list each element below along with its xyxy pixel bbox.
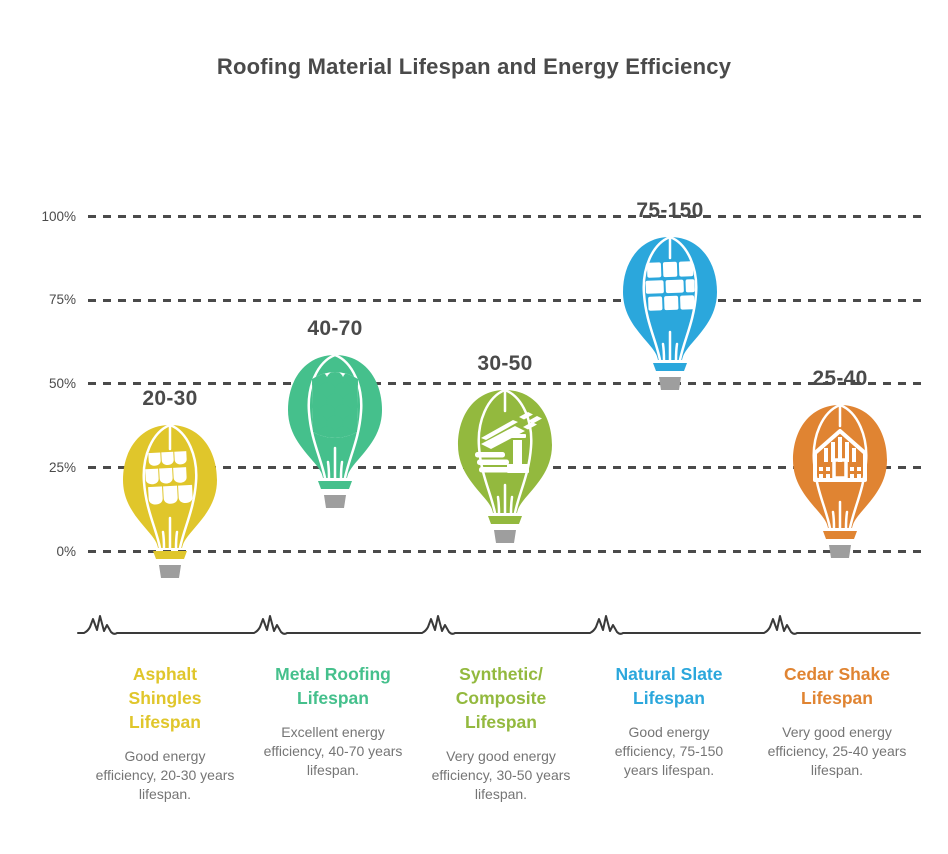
material-name: Asphalt Shingles Lifespan <box>128 664 202 732</box>
y-tick-100: 100% <box>41 209 76 224</box>
composite-sheets-icon <box>475 411 542 473</box>
y-tick-25: 25% <box>48 460 76 475</box>
ground-line <box>77 615 921 635</box>
balloon-basket <box>829 544 851 558</box>
cedar-house-icon <box>813 428 867 482</box>
material-description: Good energy efficiency, 75-150 years lif… <box>614 724 724 778</box>
balloon-cedar-shake: 25-40 <box>785 367 895 560</box>
y-tick-75: 75% <box>48 292 76 307</box>
legend-synthetic-composite: Synthetic/ Composite Lifespan Very good … <box>416 662 586 804</box>
material-description: Very good energy efficiency, 30-50 years… <box>431 748 571 802</box>
gridline-75 <box>88 299 928 302</box>
material-name: Metal Roofing Lifespan <box>275 664 391 708</box>
balloon-skirt <box>823 530 857 539</box>
balloon-basket <box>494 529 516 543</box>
balloon-skirt <box>488 515 522 524</box>
hot-air-balloon-icon <box>793 403 887 558</box>
material-description: Very good energy efficiency, 25-40 years… <box>767 724 907 778</box>
legend-natural-slate: Natural Slate Lifespan Good energy effic… <box>584 662 754 780</box>
balloon-asphalt-shingles: 20-30 <box>115 387 225 580</box>
material-name: Cedar Shake Lifespan <box>783 664 891 708</box>
legend-metal-roofing: Metal Roofing Lifespan Excellent energy … <box>248 662 418 780</box>
balloon-gore-lines <box>307 353 363 480</box>
material-description: Excellent energy efficiency, 40-70 years… <box>263 724 403 778</box>
asphalt-shingles-icon <box>145 451 193 505</box>
balloon-metal-roofing: 40-70 <box>280 317 390 510</box>
gridline-100 <box>88 215 928 218</box>
balloon-skirt <box>318 480 352 489</box>
lifespan-value-label: 75-150 <box>636 198 704 222</box>
y-tick-50: 50% <box>48 376 76 391</box>
hot-air-balloon-icon <box>623 235 717 390</box>
slate-tiles-icon <box>645 261 695 311</box>
balloon-basket <box>324 494 346 508</box>
lifespan-value-label: 20-30 <box>142 387 198 411</box>
chart-title: Roofing Material Lifespan and Energy Eff… <box>216 54 732 79</box>
gridline-0 <box>88 550 928 553</box>
balloon-basket <box>159 565 181 579</box>
balloon-skirt <box>653 362 687 371</box>
material-name: Natural Slate Lifespan <box>615 664 723 708</box>
legend-asphalt-shingles: Asphalt Shingles Lifespan Good energy ef… <box>80 662 250 804</box>
material-name: Synthetic/ Composite Lifespan <box>455 664 547 732</box>
balloon-gore-lines <box>642 235 698 362</box>
balloon-basket <box>659 376 681 390</box>
lifespan-value-label: 30-50 <box>477 351 533 375</box>
balloon-skirt <box>153 551 187 560</box>
lifespan-value-label: 25-40 <box>812 366 868 390</box>
legend-cedar-shake: Cedar Shake Lifespan Very good energy ef… <box>752 662 922 780</box>
hot-air-balloon-icon <box>123 423 217 579</box>
hot-air-balloon-icon <box>458 388 552 543</box>
balloon-gore-lines <box>477 388 533 514</box>
y-tick-0: 0% <box>56 544 76 559</box>
gridline-50 <box>88 382 928 385</box>
hot-air-balloon-icon <box>288 353 382 508</box>
balloon-natural-slate: 75-150 <box>615 199 725 392</box>
lifespan-value-label: 40-70 <box>307 316 363 340</box>
balloon-gore-lines <box>142 423 198 550</box>
balloon-synthetic-composite: 30-50 <box>450 352 560 545</box>
material-description: Good energy efficiency, 20-30 years life… <box>95 748 235 802</box>
